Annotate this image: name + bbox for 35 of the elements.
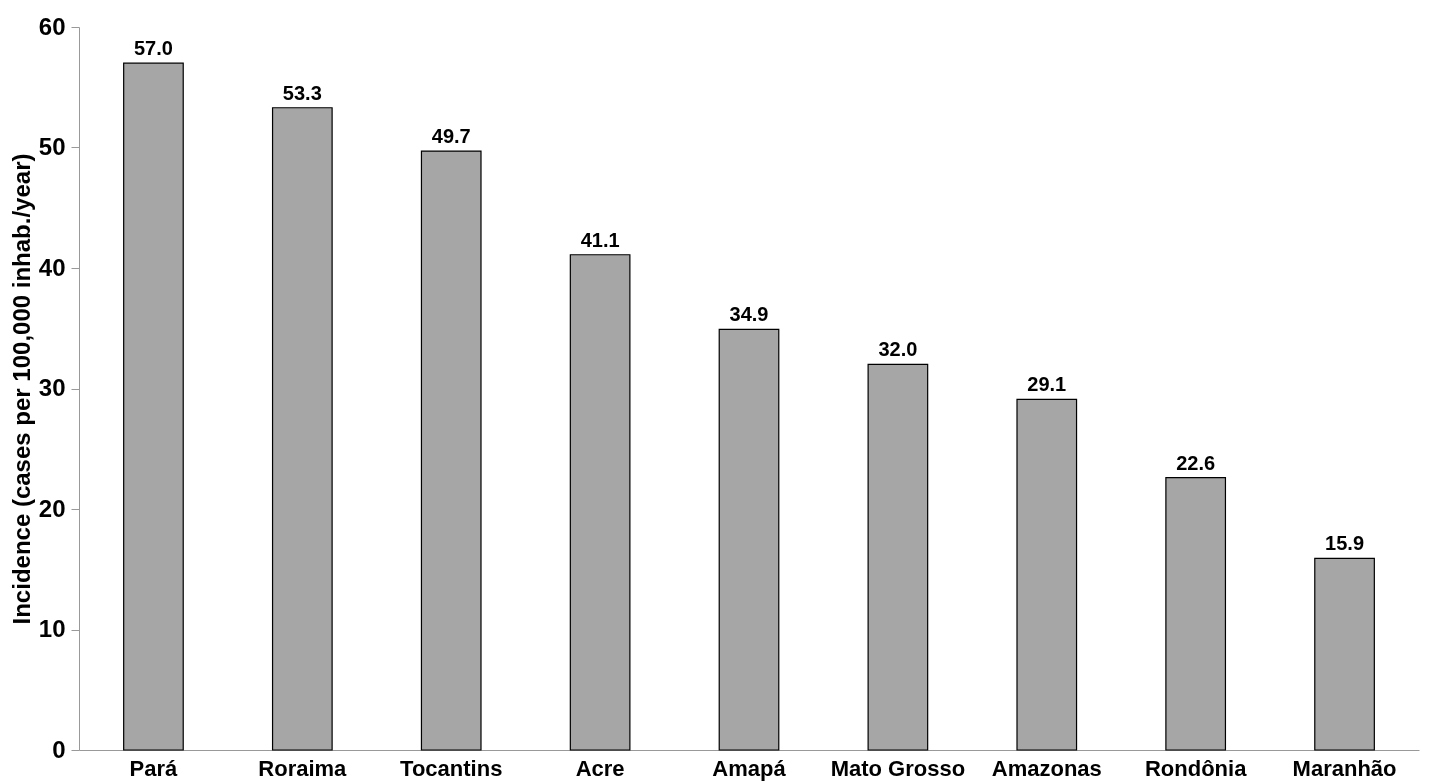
- x-tick-label: Pará: [129, 755, 179, 781]
- data-label: 49.7: [431, 125, 471, 148]
- y-tick-label: 60: [38, 12, 66, 40]
- x-tick-label: Rondônia: [1144, 755, 1248, 781]
- data-label: 41.1: [580, 228, 620, 251]
- x-tick-label: Amapá: [712, 755, 787, 781]
- bar: [867, 363, 929, 751]
- y-tick-label: 20: [38, 494, 66, 522]
- x-tick-label: Maranhão: [1292, 755, 1397, 781]
- x-tick-label: Acre: [575, 755, 625, 781]
- y-axis-title: Incidence (cases per 100,000 inhab./year): [7, 153, 35, 625]
- bar: [718, 328, 780, 751]
- y-tick-label: 40: [38, 253, 66, 281]
- data-label: 53.3: [282, 81, 322, 104]
- bar: [569, 254, 631, 751]
- data-label: 57.0: [133, 37, 173, 60]
- data-label: 32.0: [878, 338, 918, 361]
- bar: [1016, 398, 1078, 751]
- x-tick-label: Tocantins: [400, 755, 503, 781]
- data-label: 29.1: [1027, 373, 1067, 396]
- bar: [271, 107, 333, 751]
- x-tick-label: Roraima: [258, 755, 348, 781]
- y-tick-label: 30: [38, 374, 66, 401]
- y-tick-label: 50: [38, 133, 66, 160]
- x-tick-label: Mato Grosso: [830, 755, 966, 781]
- bar: [1314, 557, 1375, 751]
- x-tick-label: Amazonas: [991, 755, 1102, 781]
- data-label: 22.6: [1176, 451, 1216, 474]
- data-label: 34.9: [729, 303, 769, 326]
- bar: [123, 62, 184, 751]
- data-label: 15.9: [1325, 532, 1365, 555]
- bar: [1165, 477, 1227, 751]
- y-tick-label: 0: [52, 735, 66, 763]
- y-tick-label: 10: [38, 615, 66, 642]
- bar: [420, 150, 482, 751]
